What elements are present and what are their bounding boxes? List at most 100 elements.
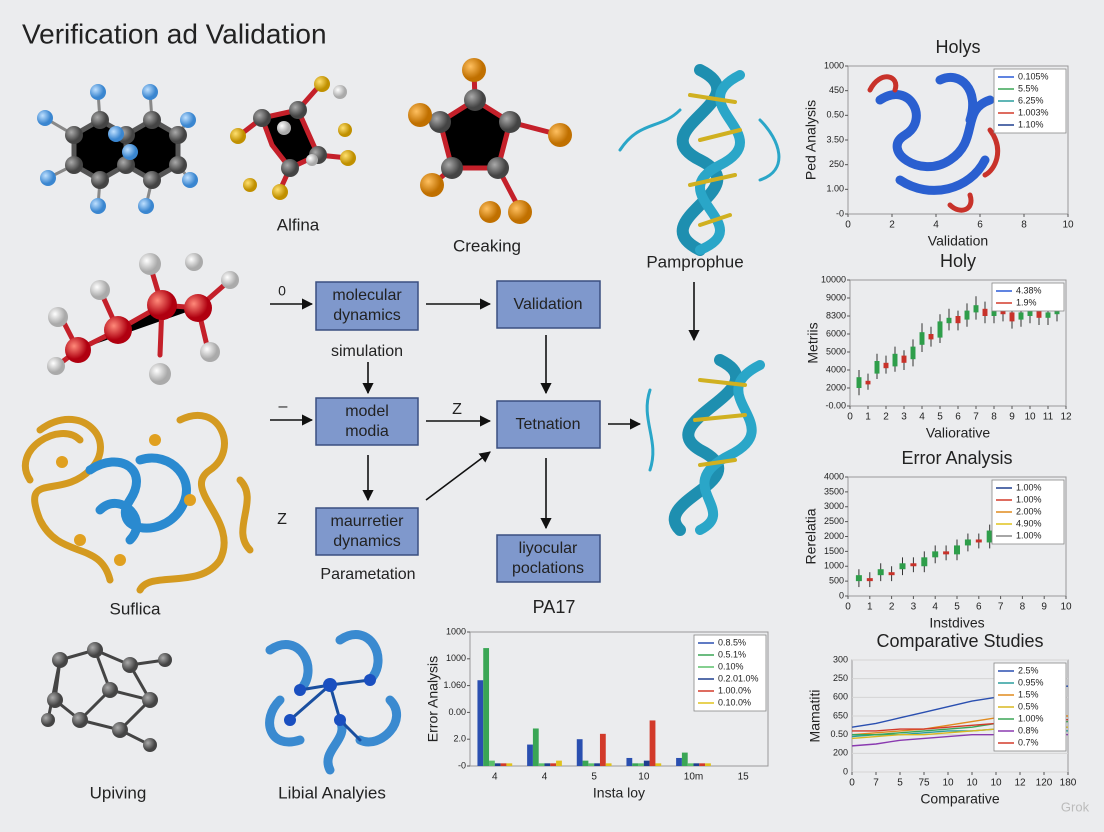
bar xyxy=(605,763,612,766)
bar xyxy=(494,763,501,766)
legend-label: 1.003% xyxy=(1018,107,1049,117)
y-tick-label: 8300 xyxy=(826,310,846,320)
y-axis-label: Rerelatia xyxy=(803,508,819,564)
x-tick-label: 8 xyxy=(991,412,997,423)
legend-label: 1.00% xyxy=(1016,494,1042,504)
legend-label: 1.5% xyxy=(1018,689,1039,699)
flowchart: molecular dynamics Validation model modi… xyxy=(270,280,700,583)
bar xyxy=(538,763,545,766)
legend-label: 4.90% xyxy=(1016,518,1042,528)
candle-body xyxy=(964,539,971,546)
x-tick-label: 0 xyxy=(845,220,851,231)
flow-node xyxy=(496,534,601,583)
x-tick-label: 3 xyxy=(911,602,917,613)
candle-body xyxy=(1018,312,1024,320)
bar xyxy=(626,757,633,766)
bar xyxy=(655,763,662,766)
legend-label: 0.2.01.0% xyxy=(718,673,759,683)
candle-body xyxy=(1054,308,1060,315)
x-tick-label: 4 xyxy=(492,772,498,783)
candle-body xyxy=(928,334,934,340)
candle-body xyxy=(919,332,925,345)
x-tick-label: 12 xyxy=(1060,412,1072,423)
y-tick-label: 2000 xyxy=(824,531,844,541)
flow-node xyxy=(496,280,601,329)
y-tick-label: -0 xyxy=(458,760,466,770)
bar xyxy=(699,763,706,766)
node-label: molecular xyxy=(332,287,402,304)
legend-label: 0.95% xyxy=(1018,677,1044,687)
x-tick-label: 10 xyxy=(990,778,1002,789)
candle-body xyxy=(899,563,906,570)
y-tick-label: -0 xyxy=(836,208,844,218)
candle-body xyxy=(1045,312,1051,318)
legend-label: 0.5% xyxy=(1018,701,1039,711)
y-tick-label: 200 xyxy=(833,748,848,758)
y-tick-label: 1000 xyxy=(446,626,466,636)
chart-title: Holys xyxy=(935,37,980,57)
y-tick-label: -0.00 xyxy=(825,400,846,410)
x-tick-label: 10 xyxy=(942,778,954,789)
candle-body xyxy=(973,305,979,313)
x-tick-label: 15 xyxy=(738,772,750,783)
bar xyxy=(532,728,539,766)
y-axis-label: Error Analysis xyxy=(425,656,441,742)
candle-body xyxy=(955,316,961,324)
x-tick-label: 0 xyxy=(849,778,855,789)
illustration-label: Upiving xyxy=(90,783,147,802)
protein-illustration xyxy=(21,411,254,594)
legend-label: 5.5% xyxy=(1018,83,1039,93)
plot-frame xyxy=(469,631,769,767)
x-tick-label: 7 xyxy=(998,602,1004,613)
x-tick-label: 10 xyxy=(1024,412,1036,423)
legend-box xyxy=(991,282,1065,312)
x-axis-label: Instdives xyxy=(929,615,984,631)
flow-note: 0 xyxy=(278,283,286,299)
y-tick-label: 1000 xyxy=(824,561,844,571)
y-tick-label: 9000 xyxy=(826,292,846,302)
node-label: poclations xyxy=(512,560,584,577)
x-tick-label: 3 xyxy=(901,412,907,423)
bar xyxy=(687,763,694,766)
y-tick-label: 650 xyxy=(833,710,848,720)
molecule-illustration xyxy=(37,84,198,214)
candle-body xyxy=(943,551,950,555)
x-axis-label: Insta loy xyxy=(593,785,645,801)
y-tick-label: 600 xyxy=(833,692,848,702)
legend-label: 0.8% xyxy=(1018,725,1039,735)
watermark: Grok xyxy=(1061,799,1090,814)
y-tick-label: 1500 xyxy=(824,546,844,556)
bar xyxy=(550,763,557,766)
y-tick-label: 0 xyxy=(839,590,844,600)
legend-label: 1.00% xyxy=(1016,482,1042,492)
candle-body xyxy=(910,563,917,567)
flow-note: Z xyxy=(277,511,287,528)
flow-note: Parametation xyxy=(320,566,415,583)
x-tick-label: 9 xyxy=(1009,412,1015,423)
chart-title: Error Analysis xyxy=(901,448,1012,468)
x-tick-label: 6 xyxy=(977,220,983,231)
legend-label: 0.8.5% xyxy=(718,637,746,647)
legend-label: 0.5.1% xyxy=(718,649,746,659)
protein-illustration xyxy=(265,630,401,775)
bar xyxy=(500,763,507,766)
x-tick-label: 5 xyxy=(897,778,903,789)
x-tick-label: 4 xyxy=(932,602,938,613)
protein-illustration xyxy=(867,72,1001,213)
legend-label: 4.38% xyxy=(1016,285,1042,295)
x-tick-label: 1 xyxy=(867,602,873,613)
illustration-label: Suflica xyxy=(109,599,161,618)
candle-body xyxy=(954,545,960,555)
x-tick-label: 5 xyxy=(954,602,960,613)
candle-body xyxy=(921,557,928,567)
candle-body xyxy=(932,551,939,558)
y-tick-label: 1.00 xyxy=(826,184,844,194)
candle-body xyxy=(1036,308,1042,318)
flow-node xyxy=(315,281,419,331)
bar xyxy=(676,757,682,766)
candle-body xyxy=(888,572,895,576)
bar xyxy=(649,720,656,766)
x-tick-label: 10 xyxy=(1062,220,1074,231)
x-axis-label: Valiorative xyxy=(926,425,991,441)
